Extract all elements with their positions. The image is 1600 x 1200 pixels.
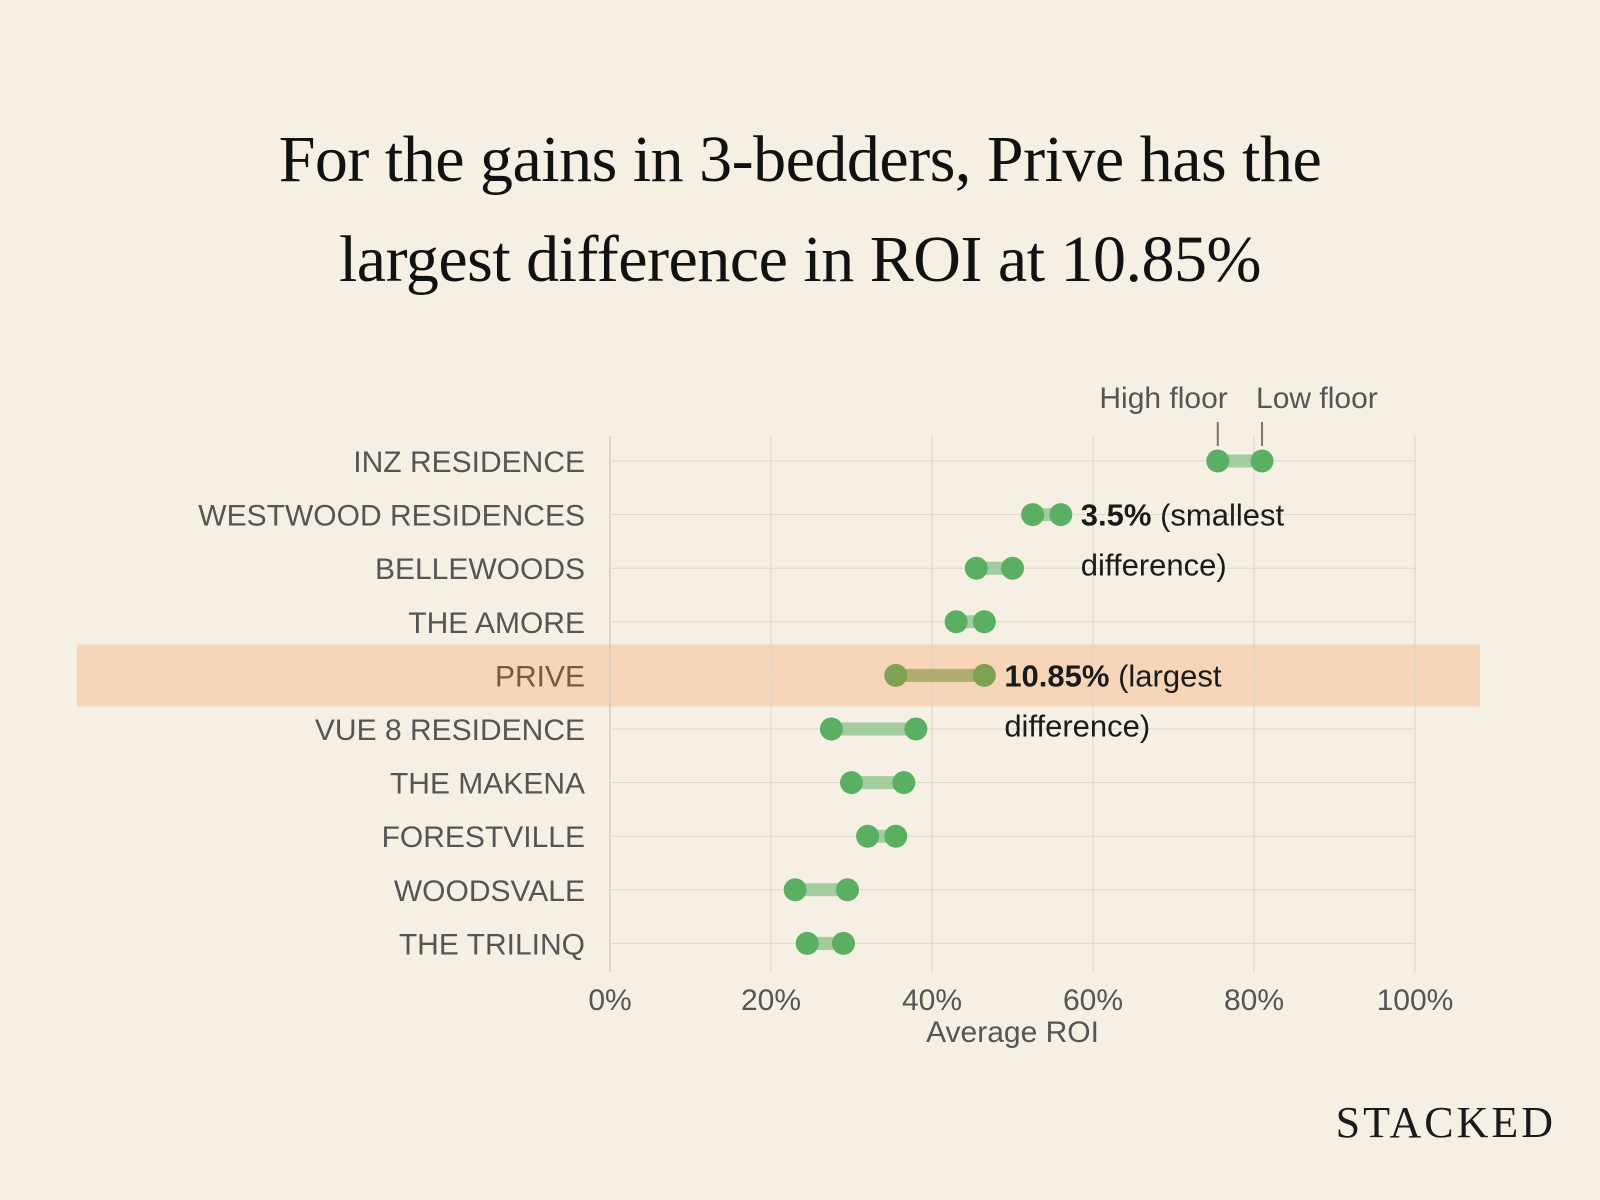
x-axis-label: Average ROI — [926, 1016, 1099, 1049]
x-tick-label: 0% — [588, 984, 631, 1017]
low-floor-point — [972, 663, 996, 687]
x-tick-label: 60% — [1063, 984, 1123, 1017]
category-label: FORESTVILLE — [382, 821, 585, 854]
x-tick-label: 80% — [1224, 984, 1284, 1017]
category-label: THE TRILINQ — [399, 928, 585, 961]
high-floor-point — [856, 824, 880, 848]
high-floor-point — [1206, 449, 1230, 473]
legend-low-floor: Low floor — [1256, 382, 1378, 415]
x-tick-label: 40% — [902, 984, 962, 1017]
category-label: INZ RESIDENCE — [353, 446, 585, 479]
category-label: WOODSVALE — [394, 875, 585, 908]
annotation-line-2: difference) — [1081, 548, 1227, 583]
low-floor-point — [1049, 503, 1073, 527]
low-floor-point — [972, 610, 996, 634]
annotation-text: (smallest — [1151, 498, 1284, 533]
high-floor-point — [964, 556, 988, 580]
high-floor-point — [1021, 503, 1045, 527]
low-floor-point — [1250, 449, 1274, 473]
category-label: WESTWOOD RESIDENCES — [198, 500, 585, 533]
high-floor-point — [840, 771, 863, 795]
low-floor-point — [884, 824, 908, 848]
high-floor-point — [944, 610, 968, 634]
chart-title-line-1: For the gains in 3-bedders, Prive has th… — [278, 123, 1322, 196]
annotation-line-2: difference) — [1004, 708, 1150, 743]
high-floor-point — [884, 663, 908, 687]
low-floor-point — [1001, 556, 1024, 580]
low-floor-point — [904, 717, 928, 741]
annotation-value: 10.85% — [1004, 658, 1109, 693]
category-label: THE AMORE — [408, 607, 585, 640]
category-label: VUE 8 RESIDENCE — [315, 714, 585, 747]
chart-title-line-2: largest difference in ROI at 10.85% — [338, 223, 1262, 296]
high-floor-point — [795, 931, 819, 955]
category-label: THE MAKENA — [390, 768, 585, 801]
chart-title: For the gains in 3-bedders, Prive has th… — [0, 110, 1600, 310]
legend-high-floor: High floor — [1099, 382, 1227, 415]
brand-logo: STACKED — [1335, 1098, 1556, 1147]
annotation-text: (largest — [1109, 658, 1221, 693]
annotation-line-1: 10.85% (largest — [1004, 658, 1222, 693]
x-tick-label: 20% — [741, 984, 801, 1017]
annotation-line-1: 3.5% (smallest — [1081, 498, 1285, 533]
low-floor-point — [835, 878, 859, 902]
high-floor-point — [783, 878, 807, 902]
low-floor-point — [892, 771, 916, 795]
x-tick-label: 100% — [1377, 984, 1454, 1017]
annotation-value: 3.5% — [1081, 498, 1152, 533]
low-floor-point — [831, 931, 855, 955]
high-floor-point — [819, 717, 843, 741]
category-label: PRIVE — [495, 660, 585, 693]
category-label: BELLEWOODS — [375, 553, 585, 586]
